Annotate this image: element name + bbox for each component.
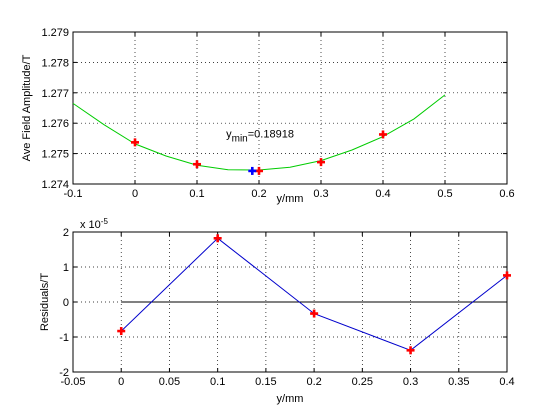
residual-marker (310, 309, 319, 318)
y-tick-label: 1.274 (41, 179, 69, 191)
x-tick-label: -0.05 (60, 376, 85, 388)
data-point-marker (131, 138, 139, 147)
bottom-plot: -0.05 0 0.05 0.1 0.15 0.2 0.25 0.3 0.35 0.4 -2 -1 0 1… (39, 217, 515, 405)
top-plot-ylabel: Ave Field Amplitude/T (21, 54, 33, 161)
top-plot-ticks (72, 31, 508, 185)
x-tick-label: 0.3 (403, 376, 418, 388)
x-tick-label: 0.35 (448, 376, 469, 388)
top-plot: -0.1 0 0.1 0.2 0.3 0.4 0.5 0.6 1.274 1.275 1.276 1.… (21, 27, 515, 205)
y-tick-label: -1 (59, 332, 69, 344)
data-point-marker (317, 158, 325, 167)
exponent-base: x 10 (80, 219, 101, 231)
y-tick-label: 1.278 (41, 57, 69, 69)
y-tick-label: 1.276 (41, 118, 69, 130)
y-tick-label: 1 (63, 262, 69, 274)
top-plot-xlabel: y/mm (277, 193, 304, 205)
x-tick-label: 0.4 (499, 376, 514, 388)
bottom-plot-ylabel: Residuals/T (39, 273, 51, 331)
y-tick-label: 1.279 (41, 27, 69, 39)
residual-marker (213, 234, 222, 243)
bottom-plot-series (117, 234, 511, 355)
annotation-subscript: min (232, 133, 248, 144)
annotation-value: =0.18918 (248, 128, 294, 140)
x-tick-label: 0.3 (313, 188, 328, 200)
top-plot-series (72, 94, 446, 175)
bottom-plot-tick-labels: -0.05 0 0.05 0.1 0.15 0.2 0.25 0.3 0.35 0.4 -2 -1 0 1… (59, 227, 514, 388)
x-tick-label: 0.2 (251, 188, 266, 200)
x-tick-label: 0.6 (499, 188, 514, 200)
top-plot-grid (73, 32, 507, 184)
residual-marker (503, 271, 511, 280)
bottom-plot-xlabel: y/mm (277, 393, 304, 405)
annotation-base: y (226, 128, 232, 140)
x-tick-label: 0.15 (255, 376, 276, 388)
residual-marker (406, 346, 415, 355)
top-plot-tick-labels: -0.1 0 0.1 0.2 0.3 0.4 0.5 0.6 1.274 1.275 1.276 1.… (41, 27, 514, 200)
x-tick-label: 0.1 (210, 376, 225, 388)
y-tick-label: 1.275 (41, 149, 69, 161)
x-tick-label: 0.25 (352, 376, 373, 388)
bottom-plot-exponent: x 10-5 (80, 217, 108, 231)
x-tick-label: 0 (132, 188, 138, 200)
top-plot-frame (72, 31, 508, 185)
y-tick-label: -2 (59, 367, 69, 379)
x-tick-label: 0.5 (437, 188, 452, 200)
x-tick-label: 0 (118, 376, 124, 388)
data-point-marker (255, 166, 263, 175)
data-point-marker (193, 160, 201, 169)
y-tick-label: 0 (63, 297, 69, 309)
x-tick-label: 0.05 (159, 376, 180, 388)
residual-marker (117, 327, 126, 336)
x-tick-label: 0.2 (306, 376, 321, 388)
minimum-marker (248, 166, 257, 175)
data-point-marker (379, 130, 387, 139)
x-tick-label: 0.1 (189, 188, 204, 200)
x-tick-label: 0.4 (375, 188, 390, 200)
y-tick-label: 1.277 (41, 88, 69, 100)
y-tick-label: 2 (63, 227, 69, 239)
top-plot-annotation: ymin=0.18918 (226, 128, 294, 144)
exponent-power: -5 (101, 217, 109, 226)
x-tick-label: -0.1 (64, 188, 83, 200)
